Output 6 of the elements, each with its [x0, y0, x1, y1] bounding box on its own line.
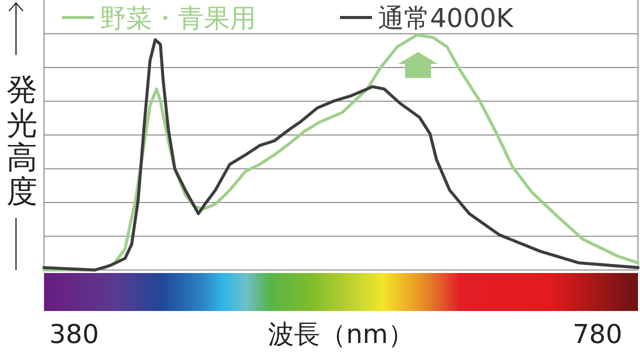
legend-label: 通常4000K: [378, 4, 514, 34]
y-axis-title: 発光高度: [6, 72, 38, 210]
legend-label: 野菜・青果用: [100, 4, 256, 34]
x-tick-label: 380: [49, 320, 99, 350]
x-tick-label: 780: [572, 320, 622, 350]
x-axis-title: 波長（nm）: [268, 320, 414, 350]
